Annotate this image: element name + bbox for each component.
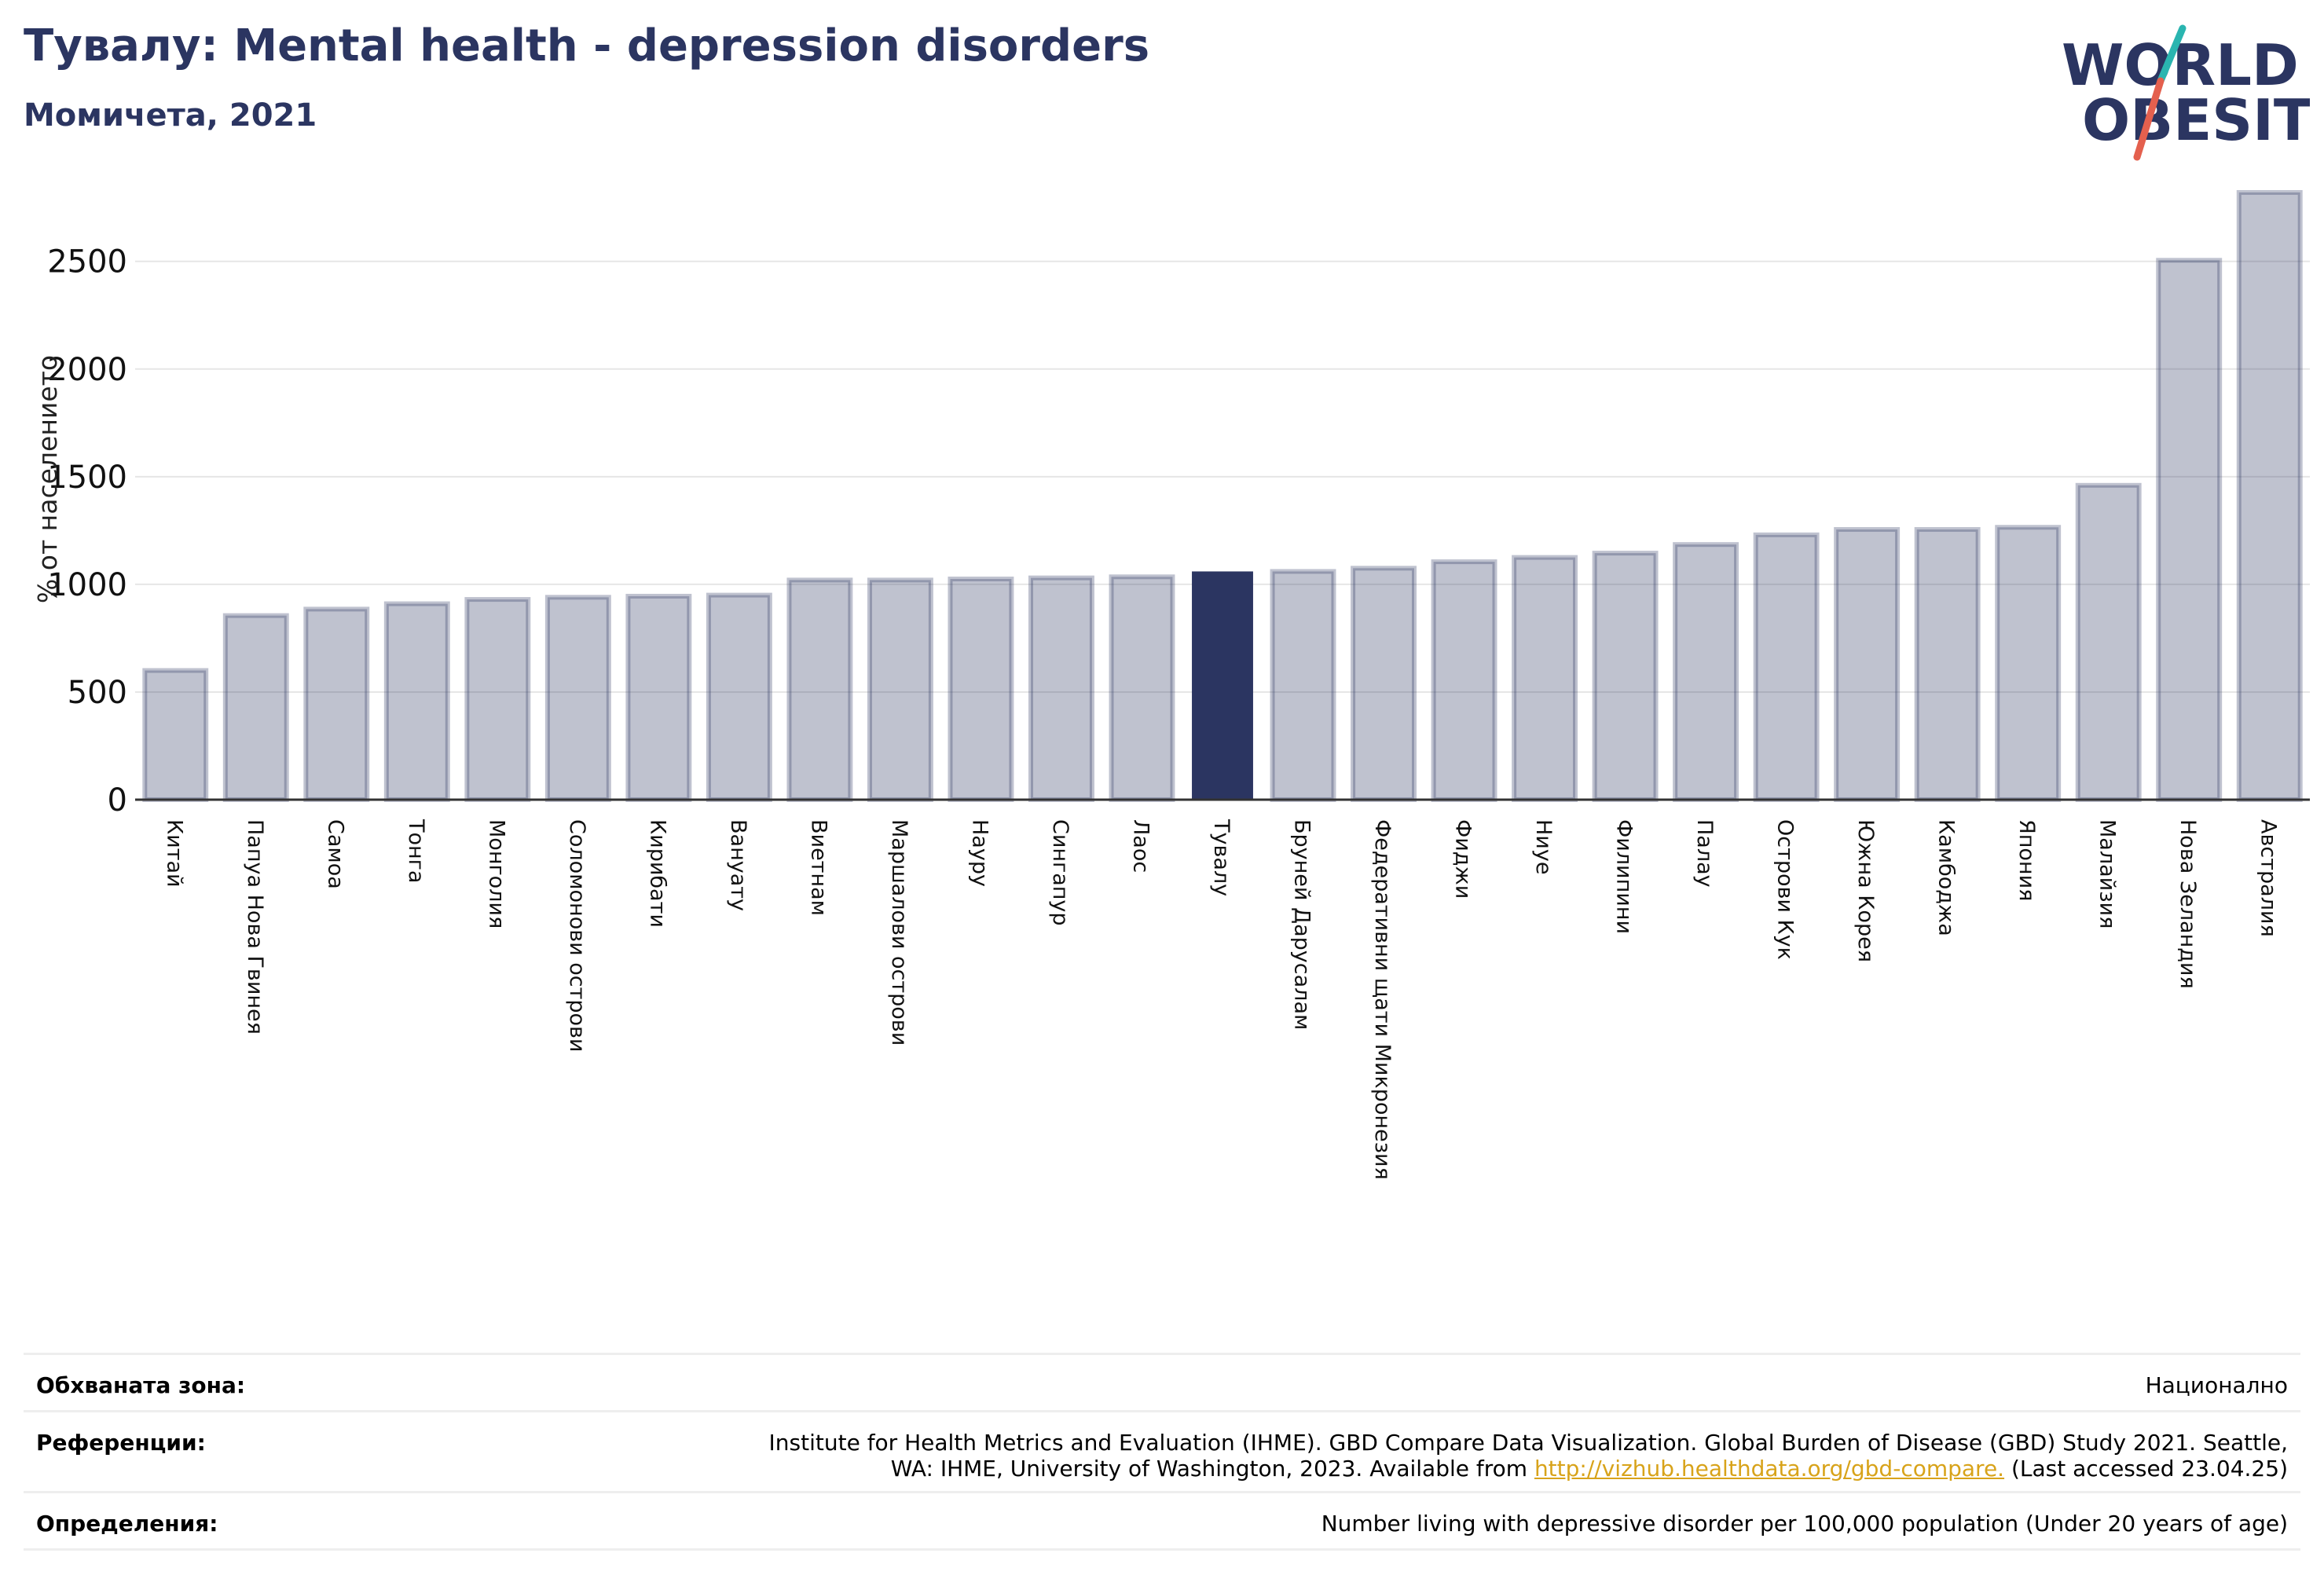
coverage-label: Обхваната зона: bbox=[36, 1372, 246, 1398]
coverage-value: Национално bbox=[2145, 1372, 2288, 1398]
logo-slash-teal bbox=[2157, 24, 2187, 85]
x-tick-label: Филипини bbox=[1612, 819, 1637, 934]
bar bbox=[303, 606, 370, 802]
logo-slash-red bbox=[2133, 77, 2165, 161]
y-axis-label: % от населението bbox=[32, 355, 63, 603]
bar bbox=[1512, 555, 1578, 802]
bar bbox=[1431, 559, 1497, 802]
x-tick-label: Самоа bbox=[323, 819, 347, 889]
references-line1: Institute for Health Metrics and Evaluat… bbox=[768, 1430, 2288, 1456]
x-tick-label: Австралия bbox=[2256, 819, 2281, 937]
y-tick-label: 2500 bbox=[47, 244, 127, 280]
x-tick-label: Тувалу bbox=[1209, 819, 1233, 896]
bar bbox=[706, 592, 772, 803]
x-tick-label: Маршалови острови bbox=[887, 819, 911, 1046]
footer-row-coverage: Обхваната зона: Национално bbox=[24, 1353, 2300, 1410]
bar-highlighted bbox=[1192, 571, 1253, 800]
references-link[interactable]: http://vizhub.healthdata.org/gbd-compare… bbox=[1534, 1456, 2005, 1482]
bar bbox=[544, 595, 611, 802]
y-tick-label: 1000 bbox=[47, 567, 127, 603]
definitions-label: Определения: bbox=[36, 1511, 218, 1537]
references-label: Референции: bbox=[36, 1430, 206, 1456]
x-tick-label: Папуа Нова Гвинея bbox=[243, 819, 267, 1035]
x-tick-label: Кирибати bbox=[645, 819, 669, 928]
bar bbox=[2236, 190, 2303, 802]
bar bbox=[1270, 569, 1336, 802]
chart-subtitle: Момичета, 2021 bbox=[24, 97, 317, 134]
x-tick-label: Нова Зеландия bbox=[2176, 819, 2200, 989]
footer-row-definitions: Определения: Number living with depressi… bbox=[24, 1491, 2300, 1551]
bar bbox=[1753, 532, 1820, 803]
x-tick-label: Ниуе bbox=[1531, 819, 1556, 874]
x-tick-label: Сингапур bbox=[1048, 819, 1072, 926]
x-tick-label: Лаос bbox=[1128, 819, 1153, 873]
bar bbox=[948, 577, 1014, 802]
bar bbox=[1995, 525, 2062, 802]
logo-word-obesity: OBESITY bbox=[2082, 87, 2310, 153]
bar bbox=[1834, 526, 1901, 803]
definitions-value: Number living with depressive disorder p… bbox=[1321, 1511, 2288, 1537]
references-value: Institute for Health Metrics and Evaluat… bbox=[24, 1412, 2300, 1482]
x-tick-label: Камбоджа bbox=[1934, 819, 1959, 936]
y-tick-label: 2000 bbox=[47, 352, 127, 388]
x-tick-label: Южна Корея bbox=[1853, 819, 1878, 962]
x-tick-label: Монголия bbox=[484, 819, 508, 929]
x-tick-label: Малайзия bbox=[2095, 819, 2120, 929]
footer-info-table: Обхваната зона: Национално Референции: I… bbox=[24, 1353, 2300, 1551]
y-tick-label: 500 bbox=[68, 675, 127, 711]
bar bbox=[786, 577, 853, 802]
bar bbox=[625, 593, 692, 802]
bar bbox=[142, 668, 209, 802]
y-tick-label: 1500 bbox=[47, 460, 127, 496]
world-obesity-logo: WORLD OBESITY bbox=[2062, 24, 2310, 161]
x-tick-label: Фиджи bbox=[1451, 819, 1475, 899]
bar bbox=[1592, 551, 1659, 802]
y-axis-ticks: 0 500 1000 1500 2000 2500 bbox=[47, 244, 127, 819]
bars bbox=[142, 190, 2303, 803]
bar bbox=[1109, 574, 1175, 802]
x-axis-labels: Китай Папуа Нова Гвинея Самоа Тонга Монголия… bbox=[162, 819, 2280, 1180]
x-tick-label: Науру bbox=[967, 819, 992, 887]
references-line2-post: (Last accessed 23.04.25) bbox=[2004, 1456, 2288, 1482]
x-tick-label: Тонга bbox=[404, 819, 428, 883]
x-tick-label: Китай bbox=[162, 819, 186, 888]
bar bbox=[2075, 482, 2142, 802]
chart-title: Тувалу: Mental health - depression disor… bbox=[24, 20, 1150, 71]
bar bbox=[464, 597, 531, 802]
x-tick-label: Палау bbox=[1692, 819, 1717, 888]
bar bbox=[1673, 542, 1739, 802]
x-tick-label: Острови Кук bbox=[1773, 819, 1798, 960]
bar bbox=[222, 613, 289, 803]
bar bbox=[1028, 575, 1094, 803]
x-tick-label: Вануату bbox=[726, 819, 750, 911]
x-tick-label: Виетнам bbox=[806, 819, 830, 916]
bar-chart: 0 500 1000 1500 2000 2500 Китай Папуа Нова Гви… bbox=[32, 190, 2310, 1180]
footer-row-references: Референции: Institute for Health Metrics… bbox=[24, 1410, 2300, 1491]
x-tick-label: Соломонови острови bbox=[565, 819, 589, 1052]
x-tick-label: Бруней Дарусалам bbox=[1290, 819, 1314, 1030]
bar bbox=[867, 577, 933, 802]
bar bbox=[1914, 526, 1981, 803]
y-tick-label: 0 bbox=[108, 782, 127, 819]
bar bbox=[383, 601, 450, 803]
x-tick-label: Япония bbox=[2014, 819, 2039, 901]
x-tick-label: Федеративни щати Микронезия bbox=[1370, 819, 1395, 1180]
bar bbox=[2156, 258, 2223, 802]
bar bbox=[1351, 566, 1417, 802]
references-line2-pre: WA: IHME, University of Washington, 2023… bbox=[890, 1456, 1534, 1482]
